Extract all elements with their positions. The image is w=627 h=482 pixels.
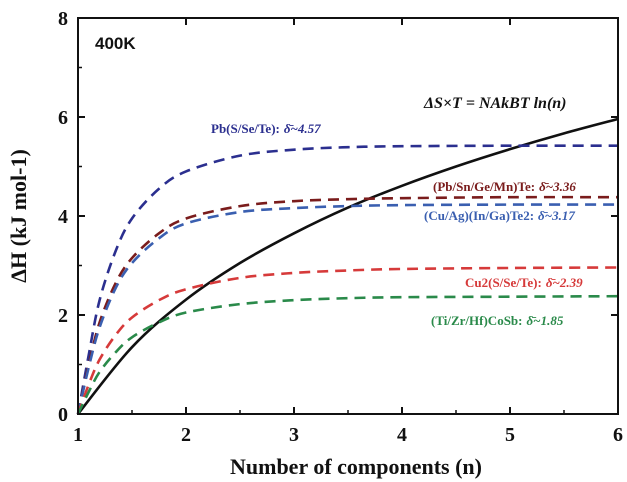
annotation-label: Cu2(S/Se/Te): bbox=[465, 275, 542, 290]
axis-ticks: 1 2 3 4 5 6 0 2 4 6 8 bbox=[58, 8, 623, 446]
equation-label: ΔS×T = NAkBT ln(n) bbox=[423, 95, 567, 112]
y-tick-label: 2 bbox=[58, 305, 68, 327]
y-tick-label: 4 bbox=[58, 206, 68, 228]
y-tick-label: 0 bbox=[58, 404, 68, 426]
series-annotation: (Ti/Zr/Hf)CoSb: δ̄~1.85 bbox=[431, 313, 564, 328]
x-tick-label: 6 bbox=[613, 424, 623, 446]
x-tick-label: 4 bbox=[397, 424, 407, 446]
annotation-value: δ̄~2.39 bbox=[546, 275, 583, 290]
annotation-label: (Ti/Zr/Hf)CoSb: bbox=[431, 313, 523, 328]
series-annotation: (Cu/Ag)(In/Ga)Te2: δ̄~3.17 bbox=[424, 208, 575, 223]
labels-layer: Pb(S/Se/Te): δ̄~4.57(Pb/Sn/Ge/Mn)Te: δ̄~3.… bbox=[211, 121, 583, 328]
temperature-label: 400K bbox=[95, 34, 136, 53]
series-annotation: (Pb/Sn/Ge/Mn)Te: δ̄~3.36 bbox=[433, 179, 576, 194]
x-tick-label: 5 bbox=[505, 424, 515, 446]
series-line-5 bbox=[76, 294, 619, 415]
x-tick-label: 1 bbox=[73, 424, 83, 446]
series-line-3 bbox=[76, 203, 619, 415]
annotation-label: (Cu/Ag)(In/Ga)Te2: bbox=[424, 208, 534, 223]
series-line-entropy bbox=[76, 117, 619, 415]
x-tick-label: 2 bbox=[181, 424, 191, 446]
y-tick-label: 6 bbox=[58, 107, 68, 129]
annotation-value: δ̄~3.17 bbox=[538, 208, 575, 223]
y-axis-title: ΔH (kJ mol-1) bbox=[6, 149, 31, 283]
annotation-label: (Pb/Sn/Ge/Mn)Te: bbox=[433, 179, 535, 194]
plot-frame bbox=[77, 17, 619, 415]
annotation-value: δ̄~3.36 bbox=[539, 179, 576, 194]
annotation-value: δ̄~1.85 bbox=[527, 313, 564, 328]
series-annotation: Cu2(S/Se/Te): δ̄~2.39 bbox=[465, 275, 583, 290]
annotation-label: Pb(S/Se/Te): bbox=[211, 121, 280, 136]
x-tick-label: 3 bbox=[289, 424, 299, 446]
y-tick-label: 8 bbox=[58, 8, 68, 30]
series-layer bbox=[76, 117, 619, 415]
x-axis-title: Number of components (n) bbox=[230, 454, 482, 479]
series-line-1 bbox=[76, 144, 619, 415]
series-annotation: Pb(S/Se/Te): δ̄~4.57 bbox=[211, 121, 321, 136]
series-line-2 bbox=[76, 195, 619, 415]
series-line-4 bbox=[76, 266, 619, 415]
annotation-value: δ̄~4.57 bbox=[284, 121, 321, 136]
